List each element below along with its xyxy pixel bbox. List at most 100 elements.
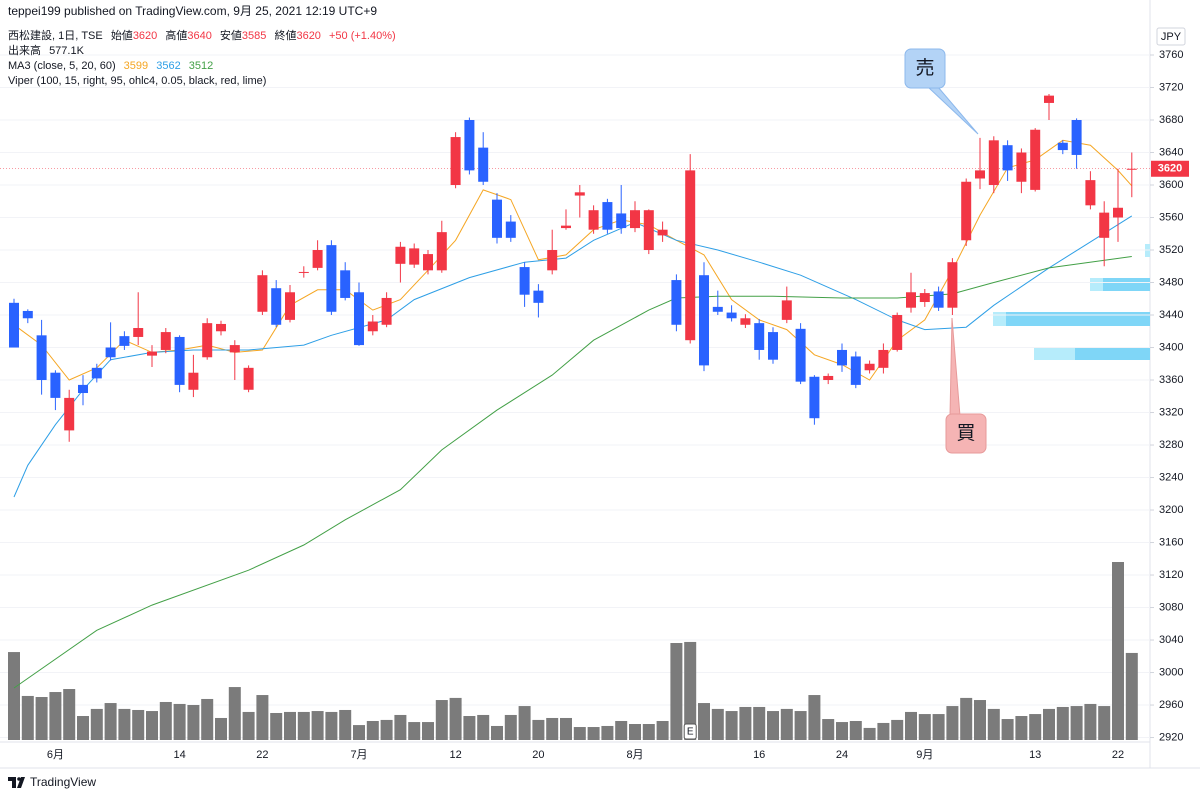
legend-volume: 出来高 577.1K (8, 44, 84, 59)
y-tick-label: 3040 (1159, 634, 1183, 646)
volume-bar (808, 695, 821, 740)
candle-body (547, 250, 558, 271)
volume-bar (670, 643, 683, 740)
volume-bar (463, 716, 476, 740)
candle-body (147, 351, 157, 356)
volume-bar (242, 711, 255, 740)
volume-bar (21, 695, 34, 740)
change: +50 (+1.40%) (329, 30, 396, 42)
brand-logo: TradingView (8, 775, 96, 789)
candle-body (160, 332, 171, 350)
candle-body (202, 323, 213, 358)
volume-bar (491, 725, 503, 740)
earnings-label: E (687, 727, 694, 738)
volume-bar (104, 703, 117, 740)
volume-bar (449, 697, 462, 740)
candle-body (630, 210, 640, 229)
volume-bar (187, 705, 200, 740)
candle-body (712, 306, 723, 312)
volume-bar (518, 706, 531, 740)
candle-body (340, 270, 351, 298)
candle-body (781, 300, 792, 320)
ma-value: 3512 (188, 60, 214, 72)
last-price-label: 3620 (1158, 163, 1182, 175)
y-tick-label: 3200 (1159, 504, 1183, 516)
volume-bar (560, 717, 572, 740)
volume-bar (504, 714, 517, 740)
candle-body (823, 375, 834, 381)
y-tick-label: 3360 (1159, 374, 1183, 386)
candle-body (988, 140, 999, 186)
x-tick-label: 20 (532, 749, 544, 761)
volume-bar (297, 711, 310, 740)
y-tick-label: 3400 (1159, 341, 1183, 353)
volume-bar (877, 722, 890, 740)
ma-value: 3599 (123, 60, 149, 72)
volume-bar (891, 719, 904, 740)
volume-bar (987, 708, 1000, 740)
candle-body (492, 199, 502, 238)
candle-body (1085, 180, 1096, 206)
profile-bar (993, 312, 1006, 326)
publish-info: teppei199 published on TradingView.com, … (8, 4, 378, 18)
currency-box (1156, 27, 1186, 46)
volume-bar (311, 711, 324, 740)
candle-body (726, 312, 737, 319)
volume-bar (90, 708, 103, 740)
ohlc-label: 始値 (110, 30, 133, 42)
x-tick-label: 14 (173, 749, 185, 761)
volume-bar (1029, 714, 1042, 740)
volume-bar (159, 701, 172, 740)
ohlc-value: 3620 (296, 30, 321, 42)
candle-body (423, 254, 433, 271)
volume-bar (836, 722, 848, 740)
ohlc-label: 安値 (219, 30, 242, 42)
candle-body (216, 323, 226, 332)
candle-body (229, 345, 240, 353)
candle-body (574, 192, 585, 196)
volume-bar (822, 719, 835, 740)
candle-body (864, 363, 875, 371)
y-tick-label: 3480 (1159, 276, 1183, 288)
volume-bar (1070, 706, 1083, 740)
y-tick-label: 3720 (1159, 81, 1183, 93)
ma-value: 3562 (156, 60, 181, 72)
y-tick-label: 2920 (1159, 731, 1183, 743)
volume-bar (422, 722, 434, 740)
candle-body (243, 367, 254, 390)
brand-name: TradingView (30, 775, 96, 789)
candle-body (91, 367, 102, 379)
volume-bar (477, 714, 490, 740)
volume-bar (725, 711, 738, 740)
candle-body (64, 397, 75, 431)
candle-body (1057, 142, 1068, 151)
x-tick-label: 24 (836, 749, 848, 761)
y-tick-label: 3160 (1159, 536, 1183, 548)
volume-bar (532, 719, 545, 740)
last-price-box (1151, 160, 1189, 177)
volume-bar (1056, 706, 1069, 740)
callout-box (945, 413, 987, 454)
volume-bar (339, 709, 352, 740)
y-tick-label: 3560 (1159, 211, 1183, 223)
candle-body (850, 356, 861, 385)
candle-body (947, 262, 958, 308)
volume-title: 出来高 (8, 45, 41, 57)
y-tick-label: 2960 (1159, 699, 1183, 711)
candle-body (174, 336, 185, 385)
y-tick-label: 3640 (1159, 146, 1183, 158)
logo-mark (8, 777, 25, 788)
candle-body (878, 349, 889, 368)
candle-body (395, 246, 406, 264)
x-tick-label: 6月 (47, 749, 64, 761)
volume-bar (63, 689, 76, 740)
candle-body (588, 210, 599, 230)
legend-ohlc: 西松建設, 1日, TSE 始値3620 高値3640 安値3585 終値362… (8, 29, 396, 44)
x-tick-label: 12 (449, 749, 461, 761)
candle-body (1126, 168, 1137, 170)
volume-bar (201, 698, 214, 740)
volume-bar (767, 711, 779, 740)
callout-text: 買 (956, 423, 975, 444)
candle-body (312, 250, 323, 268)
